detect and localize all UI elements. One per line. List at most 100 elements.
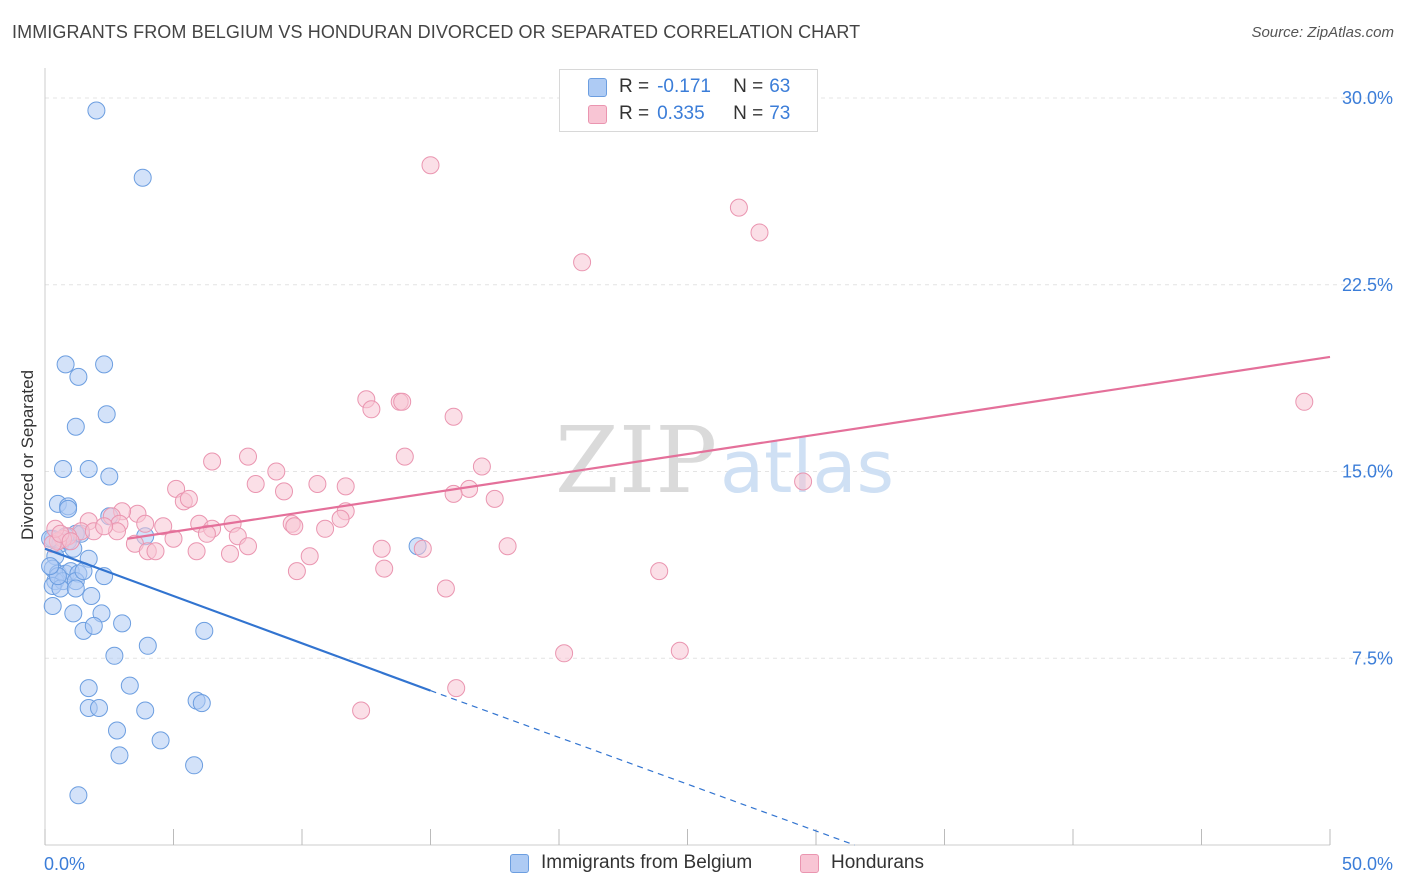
honduran-point: [413, 539, 432, 558]
honduran-point: [136, 514, 155, 533]
honduran-point: [421, 156, 440, 175]
honduran-point: [375, 559, 394, 578]
honduran-point: [267, 462, 286, 481]
legend-swatch-belgium: [588, 77, 607, 97]
belgium-point: [97, 405, 116, 424]
honduran-point: [395, 447, 414, 466]
honduran-point: [650, 562, 669, 581]
belgium-point: [133, 168, 152, 187]
honduran-point: [95, 517, 114, 536]
honduran-point: [362, 400, 381, 419]
legend-n-value: 63: [769, 76, 791, 97]
belgium-point: [79, 679, 98, 698]
belgium-point: [84, 616, 103, 635]
series-legend-belgium[interactable]: Immigrants from Belgium: [510, 852, 752, 874]
legend-n-label: N =: [733, 76, 764, 97]
belgium-point: [151, 731, 170, 750]
honduran-point: [573, 253, 592, 272]
belgium-point: [95, 355, 114, 374]
honduran-point: [331, 509, 350, 528]
y-tick-label: 15.0%: [1342, 462, 1393, 482]
legend-swatch-honduran: [588, 104, 607, 124]
belgium-point: [54, 460, 72, 478]
x-tick-label: 0.0%: [44, 854, 85, 874]
honduran-point: [164, 529, 183, 548]
trend-lines: [44, 355, 1331, 846]
belgium-point: [113, 614, 132, 633]
legend-row-honduran: R = 0.335 N = 73: [588, 101, 790, 127]
belgium-point: [69, 786, 88, 805]
honduran-point: [285, 517, 304, 536]
belgium-point: [138, 636, 157, 655]
belgium-point: [43, 597, 62, 615]
belgium-point: [79, 460, 98, 478]
belgium-point: [66, 579, 85, 598]
legend-n-label: N =: [733, 103, 764, 124]
honduran-point: [316, 519, 335, 538]
y-tick-label: 30.0%: [1342, 88, 1393, 108]
x-tick-label: 50.0%: [1342, 854, 1393, 874]
honduran-point: [393, 392, 412, 411]
honduran-point: [239, 537, 257, 556]
source-label: Source: ZipAtlas.com: [1251, 24, 1394, 41]
legend-r-value: 0.335: [657, 103, 705, 124]
belgium-trend-extension: [430, 690, 855, 846]
watermark-zip: ZIP: [555, 407, 717, 514]
honduran-point: [287, 562, 306, 581]
legend-r-label: R =: [619, 103, 650, 124]
honduran-point: [239, 447, 257, 466]
honduran-point: [154, 517, 173, 536]
honduran-point: [308, 475, 327, 493]
belgium-point: [87, 101, 106, 120]
honduran-point: [221, 544, 239, 563]
belgium-point: [56, 355, 75, 374]
honduran-point: [336, 477, 355, 496]
honduran-point: [794, 472, 813, 491]
honduran-point: [352, 701, 371, 720]
series-legend-swatch-belgium: [510, 853, 529, 873]
belgium-trend-line: [44, 547, 431, 692]
honduran-point: [447, 679, 466, 698]
honduran-point: [146, 542, 165, 561]
watermark: ZIP atlas: [555, 407, 894, 514]
belgium-point: [185, 756, 204, 775]
belgium-point: [59, 499, 78, 518]
honduran-point: [498, 537, 517, 556]
watermark-atlas: atlas: [720, 425, 894, 509]
series-legend-label-honduran: Hondurans: [831, 852, 924, 873]
legend-n-value: 73: [769, 103, 791, 124]
y-axis-label: Divorced or Separated: [18, 370, 37, 540]
honduran-trend-line: [127, 355, 1331, 540]
honduran-point: [485, 489, 504, 508]
belgium-point: [105, 646, 124, 665]
honduran-point: [1295, 392, 1314, 411]
axes: [44, 68, 1331, 846]
belgium-point: [100, 467, 119, 486]
belgium-point: [82, 587, 101, 605]
honduran-point: [275, 482, 293, 501]
honduran-point: [187, 542, 206, 561]
honduran-point: [750, 223, 769, 242]
honduran-point: [436, 579, 455, 598]
legend-r-label: R =: [619, 76, 650, 97]
honduran-point: [61, 532, 80, 551]
series-belgium-points: [41, 101, 427, 805]
series-legend-swatch-honduran: [800, 853, 819, 873]
belgium-point: [69, 367, 88, 386]
honduran-point: [179, 489, 198, 508]
belgium-point: [192, 694, 211, 713]
honduran-point: [444, 407, 463, 426]
belgium-point: [136, 701, 155, 720]
belgium-point: [108, 721, 126, 740]
honduran-point: [246, 475, 265, 493]
honduran-point: [555, 644, 574, 663]
belgium-point: [195, 621, 214, 640]
series-legend: Immigrants from Belgium Hondurans: [0, 852, 1406, 876]
tick-labels: 7.5% 15.0% 22.5% 30.0% 0.0% 50.0%: [44, 88, 1393, 874]
belgium-point: [90, 699, 108, 717]
series-legend-label-belgium: Immigrants from Belgium: [541, 852, 753, 873]
chart-title: IMMIGRANTS FROM BELGIUM VS HONDURAN DIVO…: [12, 22, 861, 42]
belgium-point: [66, 417, 85, 436]
series-legend-honduran[interactable]: Hondurans: [800, 852, 924, 874]
